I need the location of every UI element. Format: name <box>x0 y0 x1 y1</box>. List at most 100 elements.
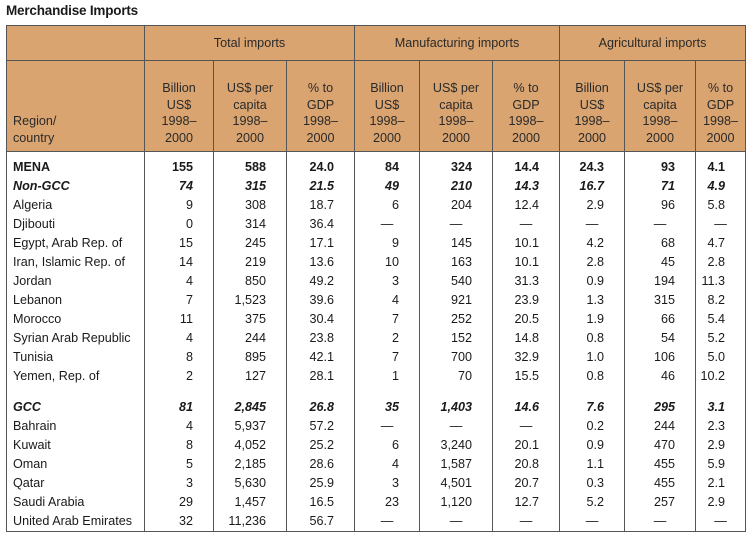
col-per-capita-manufacturing: US$ per capita 1998– 2000 <box>419 60 493 152</box>
region-name: Iran, Islamic Rep. of <box>6 253 145 272</box>
region-name: Bahrain <box>6 417 145 436</box>
col-billion-total: Billion US$ 1998– 2000 <box>144 60 214 152</box>
table-row: MENA 155 588 24.0 84 324 14.4 24.3 93 4.1 <box>6 151 747 177</box>
value-cell: 74 <box>144 177 214 196</box>
group-total-imports: Total imports <box>144 25 355 61</box>
value-cell: 2.9 <box>694 493 747 512</box>
value-cell: 12.7 <box>492 493 560 512</box>
col-gdp-agricultural: % to GDP 1998– 2000 <box>694 60 747 152</box>
value-cell: 14 <box>144 253 214 272</box>
value-cell: 39.6 <box>286 291 355 310</box>
value-cell: 3,240 <box>419 436 493 455</box>
spacer-cell <box>624 386 696 398</box>
value-cell: 252 <box>419 310 493 329</box>
value-cell: 10 <box>354 253 420 272</box>
value-cell: 210 <box>419 177 493 196</box>
value-cell: 24.0 <box>286 151 355 177</box>
region-name: Djibouti <box>6 215 145 234</box>
value-cell: 13.6 <box>286 253 355 272</box>
value-cell: — <box>354 417 420 436</box>
value-cell: 2.9 <box>559 196 625 215</box>
value-cell: 127 <box>213 367 287 386</box>
value-cell: 2.1 <box>694 474 747 493</box>
col-gdp-manufacturing: % to GDP 1998– 2000 <box>492 60 560 152</box>
value-cell: 15.5 <box>492 367 560 386</box>
value-cell: 49 <box>354 177 420 196</box>
value-cell: 23.8 <box>286 329 355 348</box>
value-cell: 5.9 <box>694 455 747 474</box>
table-row: Bahrain 4 5,937 57.2— — —0.2 244 2.3 <box>6 417 747 436</box>
value-cell: 315 <box>213 177 287 196</box>
value-cell: 5,630 <box>213 474 287 493</box>
value-cell: 32.9 <box>492 348 560 367</box>
table-row: Tunisia 8 895 42.1 7 700 32.9 1.0 106 5.0 <box>6 348 747 367</box>
value-cell: 375 <box>213 310 287 329</box>
region-name: Saudi Arabia <box>6 493 145 512</box>
value-cell: 20.7 <box>492 474 560 493</box>
value-cell: 81 <box>144 398 214 417</box>
value-cell: 850 <box>213 272 287 291</box>
value-cell: 5.0 <box>694 348 747 367</box>
value-cell: 56.7 <box>286 512 355 532</box>
group-header-row: Total imports Manufacturing imports Agri… <box>6 25 747 61</box>
value-cell: — <box>559 215 625 234</box>
value-cell: 42.1 <box>286 348 355 367</box>
value-cell: 2 <box>354 329 420 348</box>
value-cell: 921 <box>419 291 493 310</box>
value-cell: 84 <box>354 151 420 177</box>
value-cell: 15 <box>144 234 214 253</box>
value-cell: 204 <box>419 196 493 215</box>
value-cell: 106 <box>624 348 696 367</box>
value-cell: — <box>694 512 747 532</box>
value-cell: 1.9 <box>559 310 625 329</box>
value-cell: 9 <box>354 234 420 253</box>
value-cell: 21.5 <box>286 177 355 196</box>
value-cell: 29 <box>144 493 214 512</box>
value-cell: 295 <box>624 398 696 417</box>
value-cell: 5.2 <box>559 493 625 512</box>
value-cell: — <box>694 215 747 234</box>
region-name: United Arab Emirates <box>6 512 145 532</box>
spacer-cell <box>144 386 214 398</box>
value-cell: 70 <box>419 367 493 386</box>
value-cell: — <box>354 512 420 532</box>
value-cell: 57.2 <box>286 417 355 436</box>
value-cell: 3 <box>354 474 420 493</box>
value-cell: 14.6 <box>492 398 560 417</box>
region-name: Non-GCC <box>6 177 145 196</box>
value-cell: — <box>492 417 560 436</box>
table-body: MENA 155 588 24.0 84 324 14.4 24.3 93 4.1 Non-GCC 7… <box>6 151 747 532</box>
col-per-capita-total: US$ per capita 1998– 2000 <box>213 60 287 152</box>
region-name: Yemen, Rep. of <box>6 367 145 386</box>
value-cell: 0.9 <box>559 272 625 291</box>
imports-table: Total imports Manufacturing imports Agri… <box>6 25 747 532</box>
value-cell: 0.8 <box>559 367 625 386</box>
value-cell: 244 <box>213 329 287 348</box>
value-cell: — <box>624 512 696 532</box>
value-cell: 5 <box>144 455 214 474</box>
value-cell: 10.1 <box>492 253 560 272</box>
region-name: Oman <box>6 455 145 474</box>
value-cell: 5.4 <box>694 310 747 329</box>
value-cell: 66 <box>624 310 696 329</box>
value-cell: — <box>492 512 560 532</box>
value-cell: 152 <box>419 329 493 348</box>
value-cell: 2 <box>144 367 214 386</box>
value-cell: 45 <box>624 253 696 272</box>
value-cell: 4 <box>144 329 214 348</box>
table-row: Iran, Islamic Rep. of 14 219 13.6 10 163 10.1 2… <box>6 253 747 272</box>
table-title: Merchandise Imports <box>6 3 138 18</box>
value-cell: 10.2 <box>694 367 747 386</box>
value-cell: 145 <box>419 234 493 253</box>
value-cell: 23.9 <box>492 291 560 310</box>
value-cell: 11,236 <box>213 512 287 532</box>
value-cell: 1 <box>354 367 420 386</box>
value-cell: 71 <box>624 177 696 196</box>
value-cell: 6 <box>354 436 420 455</box>
value-cell: 0.9 <box>559 436 625 455</box>
value-cell: 7 <box>144 291 214 310</box>
value-cell: 4,501 <box>419 474 493 493</box>
value-cell: 28.1 <box>286 367 355 386</box>
spacer-cell <box>354 386 420 398</box>
value-cell: 315 <box>624 291 696 310</box>
